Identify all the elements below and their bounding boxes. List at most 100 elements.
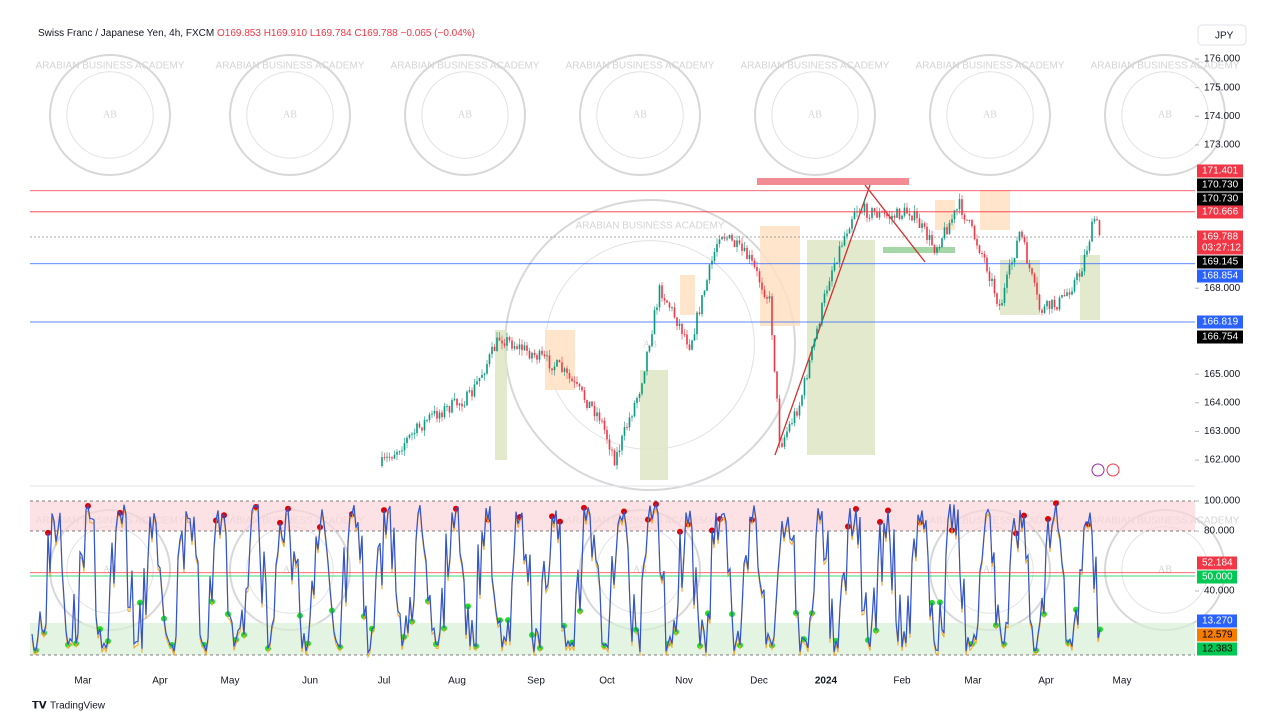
- time-label: Jun: [302, 676, 318, 687]
- zone-box: [1080, 255, 1100, 320]
- watermark-logo: AB: [643, 339, 657, 350]
- open: O169.853: [217, 28, 261, 39]
- candle-body: [526, 345, 528, 351]
- time-label: Jul: [378, 676, 391, 687]
- watermark-ring: [1104, 54, 1226, 176]
- candle-body: [466, 391, 468, 406]
- watermark-logo: AB: [283, 564, 297, 575]
- watermark-ring: [246, 71, 334, 159]
- candle-body: [996, 293, 998, 304]
- candle-body: [836, 262, 838, 264]
- candle-body: [1003, 287, 1006, 303]
- watermark-ring: [49, 54, 171, 176]
- candle-body: [443, 406, 446, 418]
- osc-tag: [1197, 570, 1237, 584]
- candle-body: [866, 203, 868, 218]
- candle-body: [918, 218, 921, 228]
- price-tick-label: 165.000: [1204, 369, 1241, 380]
- price-tick-label: 164.000: [1204, 397, 1241, 408]
- candle-body: [621, 435, 623, 451]
- candle-body: [848, 228, 851, 234]
- watermark-logo: AB: [1158, 109, 1172, 120]
- candle-body: [666, 300, 668, 303]
- osc-tag-label: 12.383: [1202, 644, 1233, 655]
- candle-body: [1078, 273, 1081, 277]
- candle-body: [391, 457, 393, 459]
- candle-body: [651, 334, 653, 347]
- candle-body: [386, 456, 388, 458]
- candle-body: [578, 383, 581, 387]
- watermark-name: ARABIAN BUSINESS ACADEMY: [566, 60, 715, 71]
- watermark-name: ARABIAN BUSINESS ACADEMY: [916, 60, 1065, 71]
- candle-body: [736, 240, 738, 247]
- watermark-ring: [421, 71, 509, 159]
- candle-body: [388, 456, 391, 458]
- candle-body: [798, 405, 801, 416]
- zone-box: [1000, 260, 1040, 315]
- candle-body: [941, 238, 943, 248]
- candle-body: [696, 312, 698, 335]
- candle-body: [721, 237, 723, 240]
- candle-body: [563, 368, 566, 372]
- price-tick-label: 175.000: [1204, 82, 1241, 93]
- candle-body: [761, 282, 763, 290]
- candle-body: [1031, 268, 1033, 274]
- candle-body: [991, 278, 993, 282]
- candle-body: [1046, 300, 1048, 307]
- candle-body: [1056, 307, 1058, 310]
- candle-body: [396, 451, 398, 455]
- candle-body: [566, 368, 568, 373]
- candle-body: [1098, 220, 1101, 236]
- candle-body: [981, 252, 983, 255]
- candle-body: [423, 420, 426, 431]
- candle-body: [483, 373, 486, 375]
- watermark-logo: AB: [1158, 564, 1172, 575]
- candle-body: [846, 233, 848, 237]
- candle-body: [446, 406, 448, 408]
- candle-body: [533, 352, 536, 356]
- candle-body: [1071, 291, 1073, 295]
- candle-body: [398, 451, 401, 453]
- candle-body: [703, 290, 706, 296]
- candle-body: [403, 443, 406, 451]
- candle-body: [1093, 219, 1096, 222]
- candle-body: [593, 405, 596, 417]
- candle-body: [816, 328, 818, 339]
- alert-icon[interactable]: [1091, 463, 1105, 477]
- candle-body: [906, 207, 908, 214]
- watermark-logo: AB: [103, 109, 117, 120]
- currency-button[interactable]: [1197, 24, 1247, 46]
- candle-body: [998, 303, 1001, 306]
- candle-body: [993, 278, 996, 294]
- time-label: Dec: [750, 676, 768, 687]
- candle-body: [713, 252, 716, 261]
- candle-body: [728, 234, 731, 239]
- candle-body: [806, 378, 808, 380]
- candle-body: [586, 400, 588, 408]
- candle-body: [1036, 282, 1038, 295]
- osc-tag: [1197, 614, 1237, 628]
- candle-body: [648, 346, 651, 352]
- price-tag: [1197, 178, 1243, 192]
- branding: TradingView: [50, 701, 106, 712]
- candle-body: [486, 363, 488, 374]
- candle-body: [971, 220, 973, 227]
- candle-body: [776, 371, 778, 399]
- candle-body: [743, 247, 746, 251]
- candle-body: [591, 401, 593, 406]
- price-tag-label: 169.145: [1202, 257, 1239, 268]
- candle-body: [603, 420, 606, 430]
- candle-body: [923, 223, 926, 227]
- time-label: Oct: [599, 676, 615, 687]
- tv-logo: 𝗧𝗩: [32, 701, 47, 712]
- candle-body: [616, 452, 618, 466]
- replay-icon[interactable]: [1106, 463, 1120, 477]
- price-tag-label: 170.730: [1202, 180, 1239, 191]
- candle-body: [448, 406, 451, 413]
- candle-body: [803, 378, 806, 396]
- osc-tick-label: 40.000: [1204, 586, 1235, 597]
- watermark-ring: [754, 54, 876, 176]
- watermark-logo: AB: [458, 109, 472, 120]
- candle-body: [746, 247, 748, 260]
